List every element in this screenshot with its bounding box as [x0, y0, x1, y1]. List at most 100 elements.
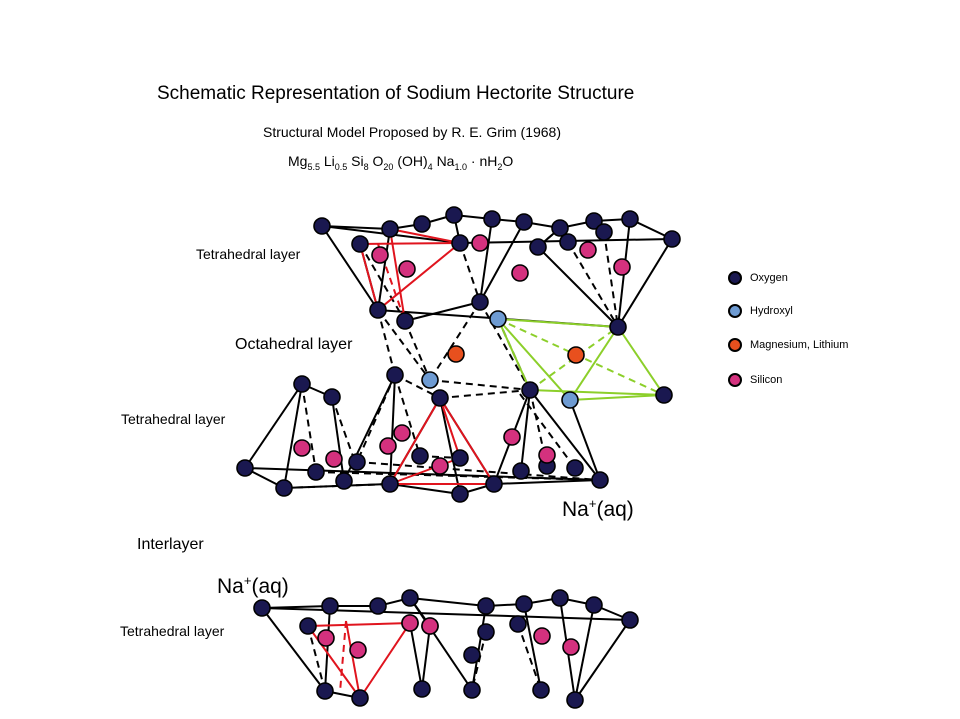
oxygen-atom [381, 475, 399, 493]
formula-subscript: 5.5 [307, 161, 320, 172]
oxygen-atom [521, 381, 539, 399]
bond-line [404, 320, 431, 381]
legend-label: Oxygen [750, 272, 788, 284]
bond-line [429, 301, 481, 381]
oxygen-atom [307, 463, 325, 481]
bond-line [389, 374, 396, 485]
bond-line [377, 309, 396, 376]
chemical-formula: Mg5.5 Li0.5 Si8 O20 (OH)4 Na1.0 · nH2O [288, 153, 513, 172]
silicon-atom [421, 617, 439, 635]
oxygen-atom [566, 691, 584, 709]
bond-line [603, 231, 619, 328]
bond-line [574, 619, 631, 701]
silicon-atom [401, 614, 419, 632]
bond-line [529, 389, 601, 481]
formula-subscript: 4 [427, 161, 433, 172]
oxygen-atom [551, 219, 569, 237]
bond-line [283, 383, 303, 489]
highlight-bond [389, 228, 406, 322]
highlight-bond [529, 389, 665, 396]
silicon-atom [511, 264, 529, 282]
bond-line [377, 309, 431, 381]
oxygen-atom [595, 223, 613, 241]
oxygen-atom [386, 366, 404, 384]
legend-item-oxygen: Oxygen [728, 267, 788, 289]
silicon-atom [293, 439, 311, 457]
oxygen-atom [411, 447, 429, 465]
oxygen-atom [335, 472, 353, 490]
magnesium-atom [447, 345, 465, 363]
legend-label: Hydroxyl [750, 305, 793, 317]
silicon-atom [579, 241, 597, 259]
oxygen-atom [321, 597, 339, 615]
silicon-dot-icon [728, 373, 742, 387]
highlight-bond [389, 228, 461, 244]
oxygen-atom [369, 597, 387, 615]
oxygen-atom [551, 589, 569, 607]
oxygen-atom [445, 206, 463, 224]
magnesium-dot-icon [728, 338, 742, 352]
hydroxyl-atom [421, 371, 439, 389]
oxygen-atom [483, 210, 501, 228]
bond-line [389, 483, 461, 495]
highlight-bond [377, 242, 461, 311]
oxygen-atom [348, 453, 366, 471]
formula-element: O [502, 153, 514, 169]
silicon-atom [562, 638, 580, 656]
formula-subscript: 2 [497, 161, 503, 172]
formula-subscript: 0.5 [334, 161, 348, 172]
oxygen-atom [451, 485, 469, 503]
oxygen-atom [621, 210, 639, 228]
hydroxyl-dot-icon [728, 304, 742, 318]
oxygen-atom [351, 235, 369, 253]
oxygen-atom [609, 318, 627, 336]
highlight-bond [497, 318, 619, 328]
bond-line [356, 461, 601, 481]
bond-line [439, 389, 531, 399]
oxygen-atom [299, 617, 317, 635]
oxygen-atom [585, 212, 603, 230]
formula-element: Na [436, 153, 455, 169]
atom-markers [236, 206, 681, 709]
bond-line [493, 479, 601, 485]
legend-label: Silicon [750, 374, 783, 386]
bond-line [520, 389, 531, 472]
highlight-bond [497, 318, 665, 396]
oxygen-atom [351, 689, 369, 707]
highlight-bond [569, 326, 619, 401]
bond-line [479, 218, 493, 303]
bond-line [479, 221, 525, 303]
legend-label: Magnesium, Lithium [750, 339, 849, 351]
oxygen-atom [463, 646, 481, 664]
bond-line [244, 467, 601, 481]
bond-line [409, 622, 423, 690]
label-octahedral: Octahedral layer [235, 336, 353, 353]
highlight-bond [359, 242, 461, 245]
silicon-atom [613, 258, 631, 276]
bond-line [321, 225, 379, 311]
diagram-title: Schematic Representation of Sodium Hecto… [157, 83, 635, 104]
oxygen-atom [381, 220, 399, 238]
oxygen-atom [401, 589, 419, 607]
hydroxyl-atom [561, 391, 579, 409]
highlight-bond [359, 622, 411, 699]
oxygen-atom [236, 459, 254, 477]
label-tetrahedral-bottom: Tetrahedral layer [120, 623, 225, 639]
legend-item-hydroxyl: Hydroxyl [728, 300, 793, 322]
bond-line [404, 301, 481, 322]
bond-line [569, 399, 601, 481]
label-tetrahedral-middle: Tetrahedral layer [121, 411, 226, 427]
highlight-bond [345, 620, 361, 699]
formula-dot: · [470, 153, 480, 169]
bond-line [537, 246, 619, 328]
silicon-atom [533, 627, 551, 645]
bond-line [356, 374, 396, 463]
highlight-bond [497, 318, 531, 391]
bond-line [331, 396, 345, 482]
bond-line [377, 228, 391, 311]
diagram-subtitle: Structural Model Proposed by R. E. Grim … [263, 124, 562, 140]
oxygen-atom [663, 230, 681, 248]
oxygen-atom [451, 234, 469, 252]
bond-line [429, 379, 531, 391]
